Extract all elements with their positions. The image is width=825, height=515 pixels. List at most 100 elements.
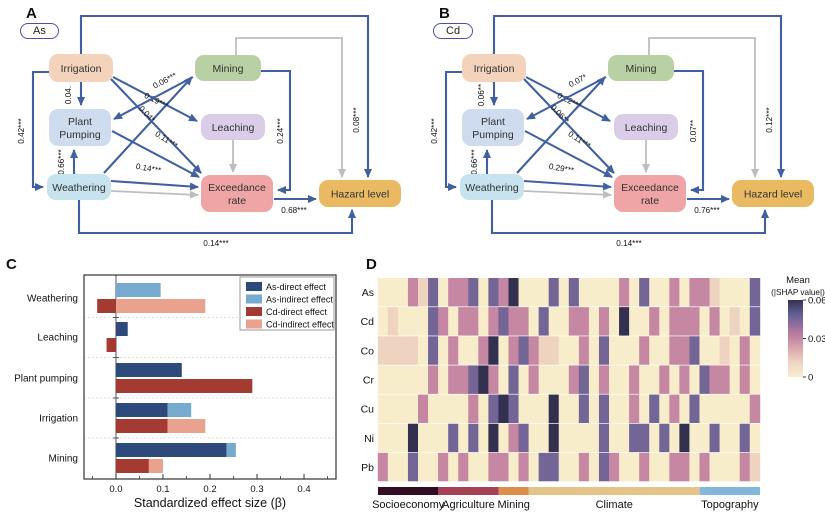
heatmap-cell bbox=[528, 452, 540, 482]
edge-mining-plant-pumping bbox=[113, 76, 194, 120]
heatmap-cell bbox=[689, 278, 700, 307]
heatmap-cell bbox=[438, 452, 449, 482]
heatmap-cell bbox=[729, 278, 741, 307]
heatmap-cell bbox=[659, 394, 670, 424]
heatmap-cell bbox=[609, 423, 620, 453]
element-tag-as: As bbox=[20, 23, 59, 39]
legend-label: Cd-direct effect bbox=[266, 307, 327, 317]
heatmap-cell bbox=[709, 336, 720, 365]
heatmap-cell bbox=[629, 336, 640, 365]
heatmap-cell bbox=[418, 278, 429, 307]
heatmap-cell bbox=[629, 423, 640, 453]
heatmap-cell bbox=[468, 394, 479, 424]
heatmap-cell bbox=[478, 365, 489, 394]
heatmap-cell bbox=[619, 307, 630, 336]
heatmap-cell bbox=[538, 336, 550, 365]
node-label-exceedance: Exceedance bbox=[621, 182, 679, 194]
group-bar-agriculture bbox=[438, 487, 499, 495]
legend-swatch bbox=[246, 319, 262, 329]
heatmap-cell bbox=[548, 394, 560, 424]
heatmap-cell bbox=[639, 423, 650, 453]
heatmap-cell bbox=[498, 278, 509, 307]
edge-label-weathering-hazard: 0.14*** bbox=[616, 239, 642, 248]
edge-label-weathering-exceedance: 0.14*** bbox=[135, 162, 162, 175]
heatmap-cell bbox=[588, 452, 600, 482]
heatmap-cell bbox=[508, 394, 519, 424]
heatmap-cell bbox=[568, 307, 580, 336]
node-hazard bbox=[319, 180, 401, 207]
x-tick-label: 0.0 bbox=[109, 484, 122, 495]
node-weathering bbox=[47, 174, 111, 200]
heatmap-cell bbox=[478, 307, 489, 336]
edge-mining-exceedance bbox=[674, 69, 705, 194]
heatmap-cell bbox=[468, 336, 479, 365]
heatmap-cell bbox=[659, 365, 670, 394]
group-label-agriculture: Agriculture bbox=[442, 499, 495, 511]
node-label-weathering: Weathering bbox=[52, 182, 106, 194]
heatmap-cell bbox=[448, 423, 459, 453]
heatmap-cell bbox=[639, 365, 650, 394]
node-label-hazard: Hazard level bbox=[331, 188, 389, 200]
heatmap-cell bbox=[598, 278, 610, 307]
heatmap-cell bbox=[749, 278, 761, 307]
heatmap-cell bbox=[689, 336, 700, 365]
heatmap-cell bbox=[649, 423, 660, 453]
heatmap-cell bbox=[458, 423, 469, 453]
edge-plant-pumping-mining bbox=[103, 76, 193, 174]
edge-weathering-exceedance bbox=[110, 179, 199, 191]
heatmap-cell bbox=[548, 423, 560, 453]
bar-cd-direct bbox=[115, 459, 149, 473]
heatmap-cell bbox=[438, 278, 449, 307]
heatmap-cell bbox=[448, 365, 459, 394]
heatmap-cell bbox=[639, 394, 650, 424]
heatmap-cell bbox=[568, 278, 580, 307]
heatmap-cell bbox=[428, 365, 439, 394]
heatmap-cell bbox=[558, 423, 570, 453]
legend-label: Cd-indirect effect bbox=[266, 320, 334, 330]
bar-as-direct bbox=[115, 443, 227, 457]
heatmap-cell bbox=[619, 394, 630, 424]
heatmap-cell bbox=[538, 365, 550, 394]
heatmap-cell bbox=[418, 394, 429, 424]
heatmap-cell bbox=[588, 423, 600, 453]
heatmap-cell bbox=[709, 394, 720, 424]
group-label-climate: Climate bbox=[596, 499, 633, 511]
heatmap-cell bbox=[598, 307, 610, 336]
heatmap-cell bbox=[749, 365, 761, 394]
heatmap-cell bbox=[508, 423, 519, 453]
group-bar-topography bbox=[699, 487, 760, 495]
edge-mining-exceedance bbox=[261, 69, 292, 194]
heatmap-cell bbox=[629, 278, 640, 307]
node-leaching bbox=[614, 114, 678, 140]
heatmap-cell bbox=[649, 452, 660, 482]
heatmap-cell bbox=[498, 365, 509, 394]
edge-label-irrigation-hazard: 0.12*** bbox=[765, 106, 774, 132]
heatmap-cell bbox=[407, 307, 419, 336]
heatmap-cell bbox=[598, 336, 610, 365]
heatmap-cell bbox=[739, 394, 751, 424]
heatmap-cell bbox=[619, 452, 630, 482]
heatmap-cell bbox=[538, 452, 550, 482]
heatmap-cell bbox=[558, 452, 570, 482]
heatmap-cell bbox=[669, 423, 680, 453]
group-bar-mining bbox=[498, 487, 529, 495]
edge-label-plant-pumping-exceedance: 0.11*** bbox=[153, 129, 179, 151]
node-plant-pumping bbox=[49, 109, 111, 146]
heatmap-cell bbox=[669, 307, 680, 336]
heatmap-cell bbox=[438, 336, 449, 365]
heatmap-cell bbox=[749, 394, 761, 424]
heatmap-cell bbox=[669, 452, 680, 482]
heatmap-cell bbox=[689, 452, 700, 482]
heatmap-cell bbox=[407, 423, 419, 453]
group-label-mining: Mining bbox=[498, 499, 530, 511]
heatmap-cell bbox=[659, 452, 670, 482]
effect-size-bar-chart: Weathering Leaching Plant pumping Irrigatio… bbox=[14, 274, 337, 495]
heatmap-cell bbox=[518, 278, 529, 307]
heatmap-cell bbox=[578, 278, 590, 307]
heatmap-cell bbox=[719, 336, 731, 365]
heatmap-cell bbox=[699, 452, 710, 482]
heatmap-cell bbox=[588, 336, 600, 365]
group-bar-climate bbox=[528, 487, 700, 495]
heatmap-cell bbox=[438, 394, 449, 424]
edge-label-irrigation-exceedance: 0.04* bbox=[137, 104, 157, 125]
